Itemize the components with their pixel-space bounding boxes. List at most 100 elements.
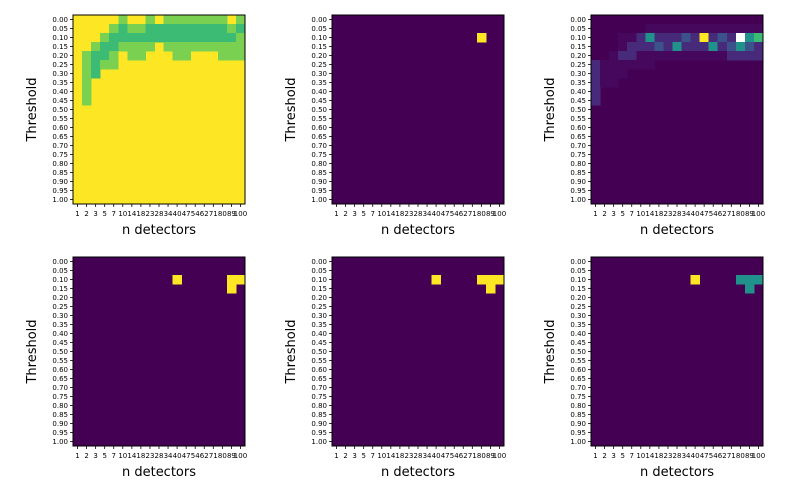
heatmap-cell <box>494 275 505 285</box>
x-tick-label: 18 <box>136 452 145 460</box>
heatmap-cell <box>717 51 728 61</box>
y-tick-label: 0.85 <box>311 169 327 177</box>
heatmap-cell <box>190 15 201 25</box>
x-tick-label: 7 <box>630 452 634 460</box>
x-tick-label: 28 <box>673 452 682 460</box>
x-tick-label: 100 <box>234 210 247 218</box>
heatmap-cell <box>476 33 487 43</box>
x-tick-label: 5 <box>620 210 624 218</box>
heatmap-cell <box>618 33 628 43</box>
heatmap-cell <box>600 69 610 79</box>
heatmap-cell <box>118 15 128 25</box>
heatmap-cell <box>717 24 728 34</box>
heatmap-cell <box>190 42 201 52</box>
heatmap-cell <box>476 275 487 285</box>
y-tick-label: 0.80 <box>52 402 68 410</box>
heatmap-cell <box>690 42 701 52</box>
x-tick-label: 14 <box>386 210 395 218</box>
heatmap-cell <box>154 33 164 43</box>
heatmap-cell <box>627 42 637 52</box>
x-tick-label: 1 <box>75 210 79 218</box>
x-tick-label: 10 <box>118 452 127 460</box>
x-tick-label: 54 <box>709 452 718 460</box>
heatmap-cell <box>208 24 219 34</box>
y-tick-label: 0.90 <box>311 178 327 186</box>
heatmap-cell <box>591 69 601 79</box>
heatmap-cell <box>735 275 746 285</box>
heatmap-cell <box>485 284 496 294</box>
x-tick-label: 80 <box>477 452 486 460</box>
y-tick-label: 0.20 <box>311 294 327 302</box>
heatmap-cell <box>190 24 201 34</box>
y-tick-label: 0.45 <box>570 339 586 347</box>
heatmap-cell <box>609 78 619 88</box>
x-tick-label: 7 <box>371 210 375 218</box>
y-tick-label: 0.40 <box>52 330 68 338</box>
heatmap-cell <box>753 275 764 285</box>
x-tick-label: 40 <box>691 452 700 460</box>
y-tick-label: 0.05 <box>52 25 68 33</box>
y-tick-label: 0.00 <box>311 16 327 24</box>
x-tick-label: 1 <box>334 452 338 460</box>
y-tick-label: 0.10 <box>52 276 68 284</box>
x-tick-label: 71 <box>209 452 218 460</box>
heatmap-cell <box>145 42 155 52</box>
y-tick-label: 0.25 <box>311 61 327 69</box>
x-tick-label: 40 <box>691 210 700 218</box>
y-tick-label: 0.40 <box>52 88 68 96</box>
heatmap-cell <box>181 33 192 43</box>
heatmap-cell <box>127 51 137 61</box>
x-tick-label: 18 <box>654 452 663 460</box>
heatmap-cell <box>708 42 719 52</box>
y-tick-label: 0.30 <box>570 70 586 78</box>
x-tick-label: 89 <box>227 210 236 218</box>
y-tick-label: 0.30 <box>52 70 68 78</box>
y-tick-label: 0.60 <box>52 366 68 374</box>
x-tick-label: 47 <box>182 210 191 218</box>
heatmap-background <box>73 257 245 446</box>
x-tick-label: 28 <box>673 210 682 218</box>
y-tick-label: 0.85 <box>311 411 327 419</box>
heatmap-cell <box>726 42 737 52</box>
heatmap-cell <box>226 275 237 285</box>
x-tick-label: 18 <box>395 210 404 218</box>
y-tick-label: 0.25 <box>52 303 68 311</box>
x-tick-label: 80 <box>477 210 486 218</box>
x-tick-label: 3 <box>352 210 356 218</box>
heatmap-cell <box>100 42 110 52</box>
heatmap-panel-6: 0.000.050.100.150.200.250.300.350.400.45… <box>543 256 765 480</box>
heatmap-cell <box>690 275 701 285</box>
heatmap-cell <box>226 51 237 61</box>
x-tick-label: 1 <box>593 452 597 460</box>
heatmap-cell <box>645 60 655 70</box>
y-tick-label: 0.00 <box>570 258 586 266</box>
heatmap-cell <box>681 24 691 34</box>
heatmap-cell <box>100 33 110 43</box>
heatmap-cell <box>181 51 192 61</box>
y-tick-label: 0.25 <box>52 61 68 69</box>
heatmap-cell <box>753 42 764 52</box>
x-tick-label: 18 <box>136 210 145 218</box>
y-tick-label: 0.10 <box>311 276 327 284</box>
heatmap-cell <box>82 96 92 106</box>
y-tick-label: 0.55 <box>52 357 68 365</box>
heatmap-cell <box>127 24 137 34</box>
heatmap-cell <box>163 24 173 34</box>
x-tick-label: 62 <box>718 210 727 218</box>
heatmap-cell <box>591 78 601 88</box>
y-tick-label: 0.00 <box>52 16 68 24</box>
heatmap-cell <box>591 87 601 97</box>
heatmap-cell <box>654 42 664 52</box>
heatmap-cell <box>485 275 496 285</box>
heatmap-cell <box>618 60 628 70</box>
heatmap-cell <box>618 69 628 79</box>
x-tick-label: 100 <box>493 210 506 218</box>
heatmap-cell <box>735 42 746 52</box>
x-tick-label: 47 <box>441 210 450 218</box>
heatmap-cell <box>163 15 173 25</box>
heatmap-cell <box>663 33 673 43</box>
x-tick-label: 71 <box>727 210 736 218</box>
heatmap-cell <box>699 33 710 43</box>
y-tick-label: 0.10 <box>570 276 586 284</box>
y-axis-label: Threshold <box>543 77 558 142</box>
